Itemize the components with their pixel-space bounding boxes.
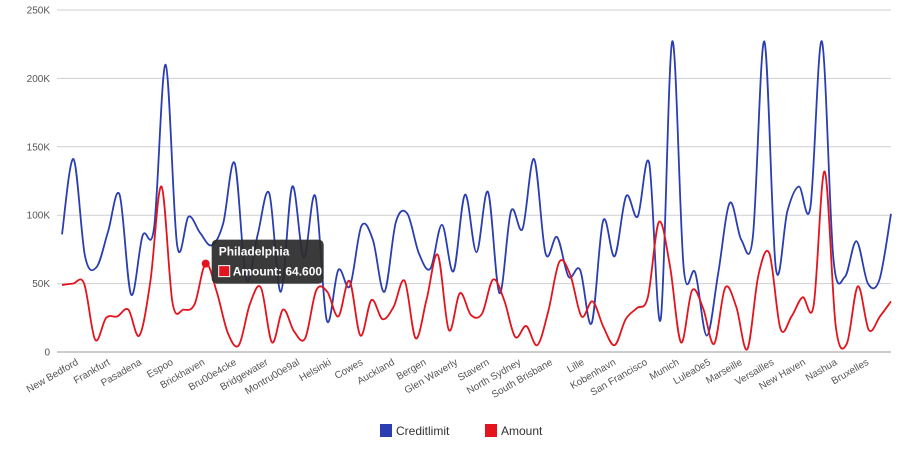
x-tick-label: Helsinki: [298, 357, 334, 384]
tooltip-value: Amount: 64.600: [233, 265, 323, 279]
y-tick-label: 250K: [27, 6, 51, 17]
legend: Creditlimit Amount: [380, 424, 543, 438]
y-tick-label: 0: [44, 348, 50, 359]
tooltip-box: [211, 239, 324, 284]
legend-label: Creditlimit: [396, 424, 450, 438]
y-tick-label: 100K: [27, 211, 51, 222]
y-tick-label: 150K: [27, 142, 51, 153]
y-tick-label: 200K: [27, 74, 51, 85]
y-axis-ticks: 0 50K 100K 150K 200K 250K: [27, 6, 51, 359]
legend-swatch: [485, 424, 497, 437]
tooltip-swatch: [218, 265, 231, 278]
x-tick-label: Montru00e9al: [243, 357, 301, 397]
y-tick-label: 50K: [32, 279, 50, 290]
tooltip: Philadelphia Amount: 64.600: [201, 239, 324, 284]
grid-layer: [57, 9, 891, 353]
series-line-creditlimit: [61, 40, 892, 337]
legend-swatch: [380, 424, 392, 437]
series-layer: [61, 40, 892, 351]
tooltip-title: Philadelphia: [219, 245, 290, 259]
legend-label: Amount: [501, 424, 543, 438]
tooltip-point-marker: [201, 259, 210, 268]
series-line-amount: [61, 170, 892, 351]
